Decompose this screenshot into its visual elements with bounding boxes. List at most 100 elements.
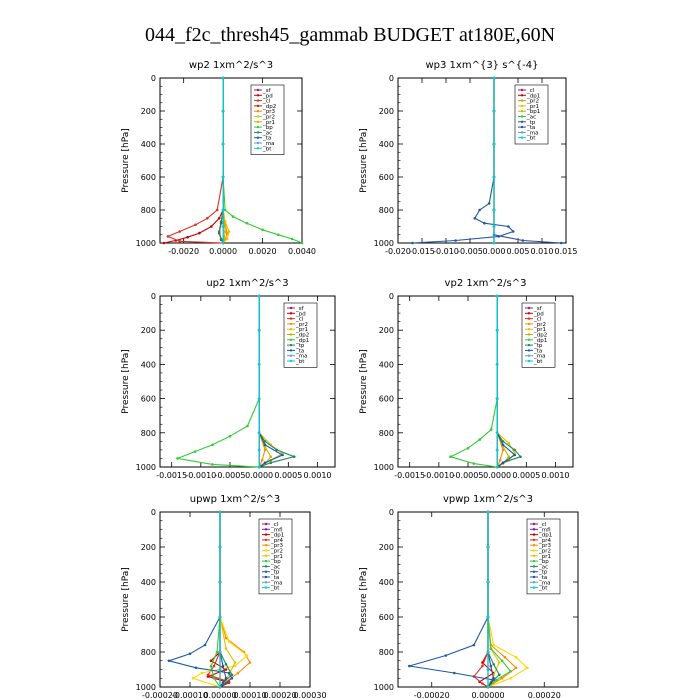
y-tick-label: 0 — [151, 74, 156, 83]
legend-marker — [289, 354, 293, 357]
legend-marker — [520, 94, 524, 97]
panel-title: wp2 1xm^2/s^3 — [189, 60, 273, 71]
data-point — [495, 328, 499, 332]
data-point — [224, 663, 228, 666]
legend-label: _bt — [526, 136, 536, 142]
legend-marker — [532, 565, 536, 568]
y-tick-label: 200 — [379, 543, 394, 552]
data-point — [257, 397, 261, 400]
data-point — [263, 443, 267, 447]
legend-box — [521, 302, 556, 368]
legend-marker — [532, 538, 536, 542]
panels-container: wp2 1xm^2/s^3 Pressure [hPa] 0 200 400 600 800… — [121, 60, 579, 700]
legend: _cl_dp1_pr2_pr1_bp1_ac_tp_ta_ma_bt — [514, 84, 549, 145]
legend: _sf_pd_cl_pr2_pr1_dp2_dp1_tp_ta_ma_bt — [521, 302, 556, 368]
legend-marker — [532, 544, 536, 547]
data-point — [257, 294, 261, 298]
panel-title: vp2 1xm^2/s^3 — [445, 278, 527, 289]
legend-label: _pr2 — [295, 322, 308, 328]
legend-label: _ac — [538, 564, 548, 570]
data-point — [219, 237, 223, 241]
chart-panel: wp3 1xm^{3} s^{-4} Pressure [hPa] 0 200 400 6… — [359, 60, 577, 256]
chart-panel: up2 1xm^2/s^3 Pressure [hPa] 0 200 400 600 800… — [121, 278, 336, 480]
data-point — [487, 202, 491, 205]
legend-label: _tp — [270, 570, 280, 576]
y-tick-label: 800 — [141, 648, 156, 657]
legend-label: _ta — [533, 348, 542, 354]
x-tick-label: 0.00000 — [203, 691, 236, 700]
y-tick-label: 0 — [151, 508, 156, 517]
data-point — [227, 671, 231, 675]
y-tick-label: 400 — [141, 140, 156, 149]
data-point — [224, 647, 228, 650]
data-point — [503, 656, 507, 659]
data-point — [211, 443, 214, 447]
data-point — [209, 659, 213, 663]
data-point — [492, 142, 496, 146]
data-point — [245, 654, 249, 657]
data-point — [492, 208, 496, 212]
data-point — [217, 230, 221, 233]
legend-label: _ac — [526, 115, 536, 121]
legend-marker — [264, 549, 268, 552]
data-point — [233, 664, 237, 668]
x-tick-label: 0.010 — [531, 247, 554, 256]
legend-label: _bp — [270, 559, 281, 565]
y-tick-label: 1000 — [136, 463, 156, 472]
legend-label: _ma — [538, 580, 550, 586]
y-tick-label: 600 — [379, 613, 394, 622]
y-tick-label: 1000 — [136, 239, 156, 248]
x-tick-label: 0.00000 — [471, 691, 504, 700]
legend-label: _cl — [295, 317, 304, 323]
data-point — [449, 455, 452, 459]
legend-label: _cl — [270, 522, 279, 528]
x-tick-label: 0.0005 — [512, 471, 540, 480]
legend-marker — [527, 359, 531, 363]
legend-marker — [264, 559, 268, 563]
legend-marker — [532, 528, 536, 531]
data-point — [221, 664, 225, 668]
legend-label: _pr4 — [270, 538, 284, 544]
y-tick-label: 400 — [379, 578, 394, 587]
chart-panel: wp2 1xm^2/s^3 Pressure [hPa] 0 200 400 600 800… — [121, 60, 316, 256]
data-point — [478, 438, 482, 441]
legend-label: _cl — [262, 99, 271, 105]
data-point — [166, 235, 170, 238]
x-tick-label: 0.0010 — [542, 471, 570, 480]
y-axis-label: Pressure [hPa] — [359, 349, 369, 414]
x-tick-label: -0.005 — [457, 247, 483, 256]
y-tick-label: 800 — [379, 429, 394, 438]
legend-label: _pd — [262, 93, 273, 99]
x-tick-label: 0.005 — [507, 247, 530, 256]
legend-marker — [532, 533, 536, 536]
legend-label: _ta — [270, 575, 279, 581]
legend: _cl_mfl_dp1_pr4_pr3_pr2_pr1_bp_ac_tp_ta_… — [526, 518, 561, 595]
data-point — [227, 230, 231, 233]
legend-marker — [532, 559, 536, 563]
data-point — [495, 294, 499, 298]
y-tick-label: 400 — [379, 140, 394, 149]
y-axis-label: Pressure [hPa] — [121, 567, 131, 632]
panel-title: up2 1xm^2/s^3 — [206, 278, 288, 289]
data-point — [486, 510, 490, 514]
data-point — [489, 647, 493, 650]
data-point — [472, 643, 476, 647]
data-point — [178, 230, 181, 233]
legend-marker — [532, 522, 536, 526]
legend-label: _pr1 — [538, 554, 551, 560]
data-point — [486, 545, 490, 549]
x-tick-label: 0.0020 — [249, 247, 277, 256]
legend-marker — [256, 136, 260, 139]
data-point — [176, 457, 179, 460]
series-line — [487, 512, 529, 688]
legend-marker — [527, 312, 531, 315]
legend-marker — [527, 306, 531, 310]
data-point — [257, 448, 261, 452]
series-line — [448, 296, 498, 468]
data-point — [492, 109, 496, 113]
data-point — [206, 217, 209, 220]
legend-label: _bt — [295, 359, 305, 365]
data-point — [200, 671, 204, 675]
data-point — [486, 668, 490, 671]
legend-marker — [527, 333, 531, 336]
